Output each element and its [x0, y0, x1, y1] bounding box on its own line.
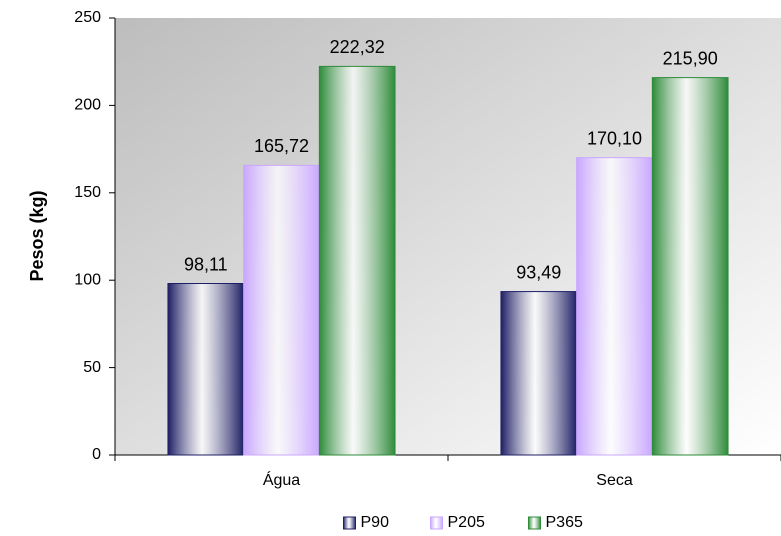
bar — [500, 291, 578, 456]
legend-swatch — [343, 516, 356, 530]
legend-swatch — [528, 516, 541, 530]
y-tick-label: 100 — [74, 271, 101, 288]
bar — [651, 77, 729, 456]
legend-swatch — [430, 516, 443, 530]
y-tick-label: 200 — [74, 97, 101, 114]
y-tick-label: 0 — [92, 446, 101, 463]
value-label: 170,10 — [587, 128, 642, 148]
legend-label: P90 — [361, 514, 390, 531]
x-tick-label: Água — [263, 470, 300, 489]
bar — [318, 65, 396, 456]
value-label: 93,49 — [516, 262, 561, 282]
bar — [167, 283, 245, 456]
legend-label: P365 — [546, 514, 583, 531]
y-axis-label: Pesos (kg) — [27, 190, 47, 281]
legend-label: P205 — [448, 514, 485, 531]
value-label: 98,11 — [184, 254, 228, 274]
bar — [243, 164, 320, 456]
y-tick-label: 50 — [83, 359, 101, 376]
y-tick-label: 250 — [74, 9, 101, 26]
value-label: 222,32 — [330, 37, 385, 57]
value-label: 215,90 — [663, 48, 718, 68]
x-tick-label: Seca — [596, 472, 633, 489]
y-tick-label: 150 — [74, 184, 101, 201]
bar — [576, 157, 653, 456]
value-label: 165,72 — [254, 136, 309, 156]
